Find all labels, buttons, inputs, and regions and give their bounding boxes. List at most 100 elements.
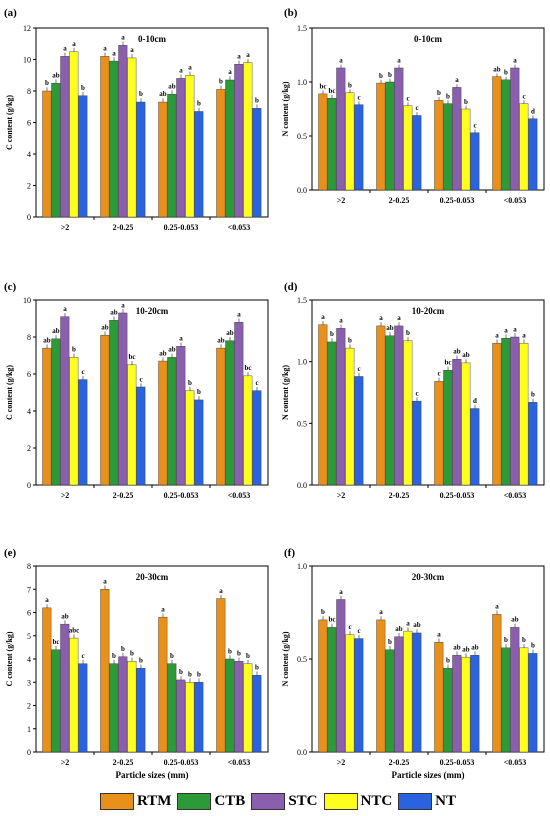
panel-c-xtick-label: >2 [61,491,70,500]
panel-e-xtick-label: <0.053 [228,758,251,767]
panel-a-sig-label: a [63,45,67,53]
panel-d-sig-label: a [397,314,401,322]
panel-c-sig-label: b [72,346,76,354]
panel-a-sig-label: a [121,34,125,42]
panel-c-bar-nt [78,379,88,486]
panel-b-sig-label: b [388,71,392,79]
panel-b-sig-label: ab [493,65,501,73]
panel-e-ytick-label: 3 [27,678,31,687]
panel-c-bar-ctb [167,357,177,486]
panel-e-bar-ntc [243,663,253,753]
panel-f-sig-label: ab [462,645,470,653]
panel-b-sig-label: c [406,95,409,103]
panel-b-sig-label: b [464,98,468,106]
panel-f-bar-ctb [501,647,511,753]
legend-label-ctb: CTB [214,792,246,809]
panel-a-ylabel: C content (g/kg) [5,95,14,150]
panel-f-bar-ctb [385,649,395,753]
panel-d-bar-stc [394,325,404,486]
panel-e-bar-ntc [69,637,79,753]
panel-c-bar-stc [234,322,244,486]
panel-f-sig-label: ab [511,616,519,624]
panel-d-bar-stc [336,328,346,486]
panel-c-sig-label: a [63,305,67,313]
panel-f-sig-label: a [406,619,410,627]
panel-e-bar-rtm [216,598,226,753]
panel-e-sig-label: a [103,578,107,586]
panel-d-bar-ctb [443,370,453,486]
panel-a-bar-nt [136,101,146,218]
panel-e-sig-label: a [45,596,49,604]
legend-item-stc: STC [251,792,318,810]
panel-b-bar-rtm [376,82,386,191]
panel-b-sig-label: b [379,72,383,80]
panel-f-bar-stc [510,627,520,753]
panel-b-bar-ntc [403,105,413,191]
panel-d-ytick-label: 1.5 [297,296,307,305]
panel-b-sig-label: a [455,76,459,84]
panel-a-bar-ntc [69,51,79,218]
panel-e-bar-stc [176,679,186,753]
panel-c-sig-label: c [81,368,84,376]
panel-d-sig-label: a [522,331,526,339]
panel-a-bar-rtm [158,101,168,218]
panel-b-sig-label: a [397,57,401,65]
panel-c-ylabel: C content (g/kg) [5,365,14,420]
panel-d-sig-label: c [437,370,440,378]
panel-e-bar-stc [234,661,244,753]
panel-a-sig-label: b [81,84,85,92]
panel-a-sig-label: b [255,97,259,105]
panel-e-bar-rtm [158,616,168,753]
panel-f-ylabel: N content (g/kg) [281,631,290,686]
panel-e-sig-label: b [179,668,183,676]
panel-a-bar-nt [252,108,262,218]
panel-a-sig-label: a [228,68,232,76]
panel-e-bar-rtm [42,607,52,753]
panel-a-xtick-label: <0.053 [228,223,251,232]
panel-e-ylabel: C content (g/kg) [5,631,14,686]
panel-e-bar-ntc [127,661,137,753]
panel-c-xtick-label: 0.25-0.053 [164,491,199,500]
panel-a-bar-stc [60,56,70,218]
panel-d-bar-rtm [318,324,328,486]
panel-f-bar-rtm [318,619,328,753]
panel-f-bar-ntc [461,656,471,753]
panel-c-bar-nt [194,399,204,486]
panel-e-bar-ctb [167,663,177,753]
panel-e-ytick-label: 7 [27,585,31,594]
panel-b-sig-label: b [446,92,450,100]
panel-a-sig-label: b [45,79,49,87]
panel-e-sig-label: ab [61,612,69,620]
panel-a-sig-label: a [237,52,241,60]
panel-b-sig-label: b [504,69,508,77]
panel-d-bar-rtm [492,342,502,486]
panel-f-sig-label: a [339,588,343,596]
panel-a-sig-label: b [139,90,143,98]
panel-c-label: (c) [4,281,17,293]
panel-d-sig-label: ab [462,351,470,359]
panel-a-sig-label: a [179,67,183,75]
panel-f-sig-label: a [437,631,441,639]
panel-b-sig-label: a [339,57,343,65]
legend-item-nt: NT [398,792,456,810]
legend-swatch-ctb [177,792,212,810]
panel-b-bar-nt [354,104,364,191]
panel-e-sig-label: b [188,671,192,679]
panel-c-sig-label: a [121,301,125,309]
panel-d-sig-label: c [415,389,418,397]
panel-c-bar-ntc [185,390,195,486]
panel-c-title: 10-20cm [136,306,169,316]
panel-c-sig-label: bc [129,353,136,361]
panel-d-sig-label: a [379,314,383,322]
panel-b-sig-label: c [357,93,360,101]
panel-a-bar-ctb [109,60,119,218]
panel-c-sig-label: ab [168,346,176,354]
panel-e-sig-label: b [170,652,174,660]
panel-e-bar-ctb [225,658,235,753]
panel-f-sig-label: ab [453,644,461,652]
panel-a-bar-rtm [42,90,52,218]
panel-f-bar-ctb [443,668,453,753]
panel-c-bar-ctb [109,320,119,486]
panel-e-sig-label: b [121,645,125,653]
